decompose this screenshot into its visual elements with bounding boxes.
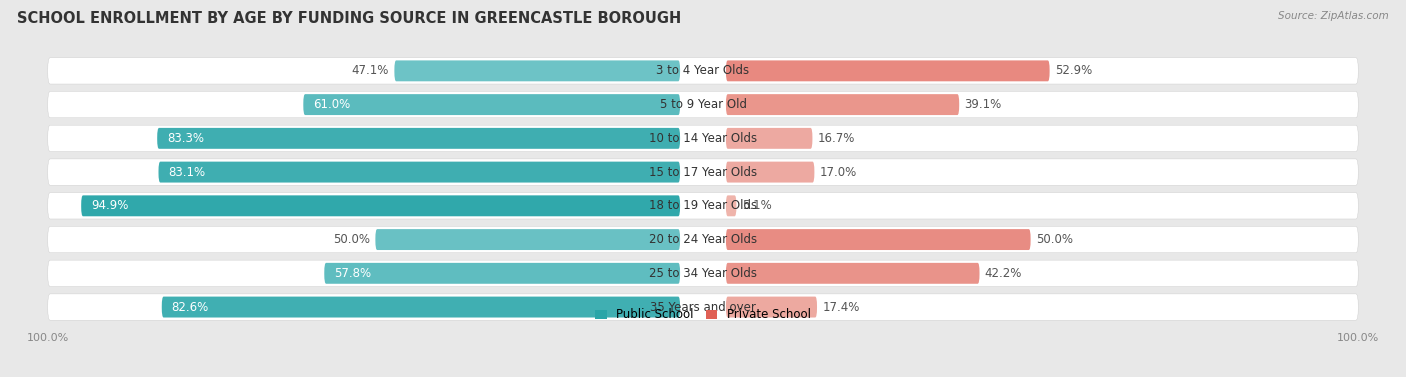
Text: 5.1%: 5.1% [741,199,772,212]
FancyBboxPatch shape [48,125,1358,152]
Text: 50.0%: 50.0% [333,233,370,246]
FancyBboxPatch shape [725,162,814,182]
FancyBboxPatch shape [375,229,681,250]
FancyBboxPatch shape [162,297,681,317]
Text: 83.1%: 83.1% [169,166,205,179]
FancyBboxPatch shape [159,162,681,182]
Text: 3 to 4 Year Olds: 3 to 4 Year Olds [657,64,749,77]
Text: 5 to 9 Year Old: 5 to 9 Year Old [659,98,747,111]
Text: 61.0%: 61.0% [314,98,350,111]
FancyBboxPatch shape [48,159,1358,185]
FancyBboxPatch shape [48,58,1358,84]
Text: 50.0%: 50.0% [1036,233,1073,246]
FancyBboxPatch shape [304,94,681,115]
Text: 83.3%: 83.3% [167,132,204,145]
FancyBboxPatch shape [48,92,1358,118]
Text: 17.4%: 17.4% [823,300,859,314]
Text: 16.7%: 16.7% [818,132,855,145]
Legend: Public School, Private School: Public School, Private School [591,303,815,326]
FancyBboxPatch shape [725,128,813,149]
Text: 15 to 17 Year Olds: 15 to 17 Year Olds [650,166,756,179]
Text: 42.2%: 42.2% [984,267,1022,280]
FancyBboxPatch shape [394,60,681,81]
Text: 35 Years and over: 35 Years and over [650,300,756,314]
Text: 10 to 14 Year Olds: 10 to 14 Year Olds [650,132,756,145]
Text: Source: ZipAtlas.com: Source: ZipAtlas.com [1278,11,1389,21]
Text: 20 to 24 Year Olds: 20 to 24 Year Olds [650,233,756,246]
Text: 82.6%: 82.6% [172,300,209,314]
Text: 57.8%: 57.8% [335,267,371,280]
FancyBboxPatch shape [48,227,1358,253]
FancyBboxPatch shape [157,128,681,149]
FancyBboxPatch shape [725,195,737,216]
FancyBboxPatch shape [725,297,817,317]
FancyBboxPatch shape [48,193,1358,219]
FancyBboxPatch shape [325,263,681,284]
FancyBboxPatch shape [48,260,1358,287]
FancyBboxPatch shape [725,94,959,115]
Text: 39.1%: 39.1% [965,98,1001,111]
FancyBboxPatch shape [725,263,980,284]
Text: 25 to 34 Year Olds: 25 to 34 Year Olds [650,267,756,280]
Text: 94.9%: 94.9% [91,199,128,212]
Text: 47.1%: 47.1% [352,64,389,77]
Text: 18 to 19 Year Olds: 18 to 19 Year Olds [650,199,756,212]
FancyBboxPatch shape [82,195,681,216]
FancyBboxPatch shape [725,60,1050,81]
FancyBboxPatch shape [725,229,1031,250]
Text: SCHOOL ENROLLMENT BY AGE BY FUNDING SOURCE IN GREENCASTLE BOROUGH: SCHOOL ENROLLMENT BY AGE BY FUNDING SOUR… [17,11,681,26]
Text: 52.9%: 52.9% [1054,64,1092,77]
Text: 17.0%: 17.0% [820,166,856,179]
FancyBboxPatch shape [48,294,1358,320]
